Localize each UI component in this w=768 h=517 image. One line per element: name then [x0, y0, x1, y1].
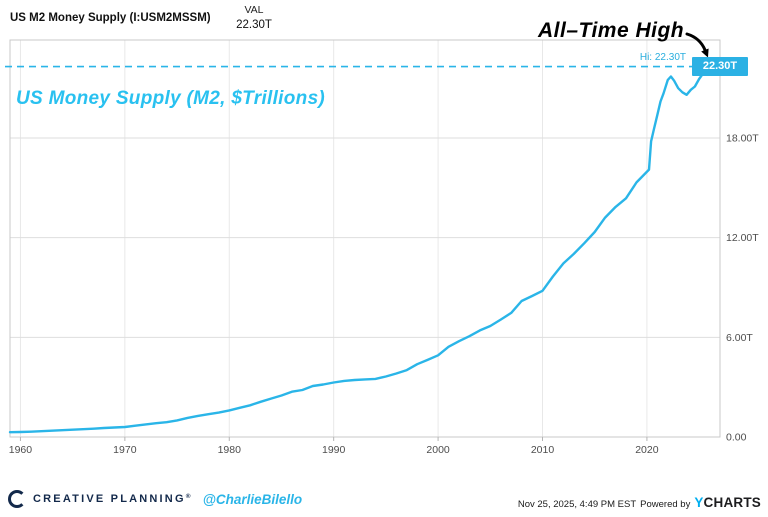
timestamp: Nov 25, 2025, 4:49 PM EST	[517, 499, 637, 510]
ycharts-logo[interactable]: YCHARTS	[694, 495, 761, 510]
grid-layer	[5, 39, 721, 438]
svg-text:1970: 1970	[113, 444, 137, 456]
svg-text:1980: 1980	[218, 444, 242, 456]
series-line[interactable]	[8, 65, 709, 434]
axis-labels: 1960 1970 1980 1990 2000 2010 2020 0.00 6.00T 12.…	[9, 133, 760, 456]
svg-text:12.00T: 12.00T	[726, 232, 759, 244]
svg-text:1960: 1960	[9, 444, 33, 456]
last-value-badge: 22.30T	[692, 56, 748, 76]
svg-text:1990: 1990	[322, 444, 346, 456]
footer-branding: CREATIVE PLANNING® @CharlieBilello	[8, 490, 302, 508]
svg-text:18.00T: 18.00T	[726, 133, 759, 145]
chart-note-label: US Money Supply (M2, $Trillions)	[16, 88, 326, 109]
value-readout: VAL 22.30T	[220, 4, 288, 31]
svg-text:0.00: 0.00	[726, 432, 747, 444]
current-value: 22.30T	[236, 19, 272, 31]
svg-text:2010: 2010	[531, 444, 555, 456]
high-watermark-label: Hi: 22.30T	[639, 51, 686, 63]
twitter-handle[interactable]: @CharlieBilello	[202, 491, 303, 507]
footer-attribution: Nov 25, 2025, 4:49 PM EST Powered by YCH…	[518, 495, 761, 510]
svg-text:2020: 2020	[635, 444, 659, 456]
ycharts-logo-y: Y	[694, 495, 704, 510]
svg-text:2000: 2000	[426, 444, 450, 456]
all-time-high-arrow	[685, 32, 707, 52]
creative-planning-logo-icon	[8, 490, 26, 508]
all-time-high-annotation: All–Time High	[538, 19, 685, 42]
svg-text:6.00T: 6.00T	[726, 332, 753, 344]
registered-trademark-symbol: ®	[185, 493, 193, 500]
val-column-header: VAL	[244, 4, 264, 16]
powered-by-label: Powered by	[640, 499, 691, 510]
creative-planning-wordmark: CREATIVE PLANNING®	[33, 493, 193, 505]
chart-title: US M2 Money Supply (I:USM2MSSM)	[10, 12, 211, 24]
all-time-high-arrowhead	[701, 48, 709, 58]
ycharts-logo-charts: CHARTS	[703, 495, 761, 510]
brand-text: CREATIVE PLANNING	[33, 493, 186, 505]
